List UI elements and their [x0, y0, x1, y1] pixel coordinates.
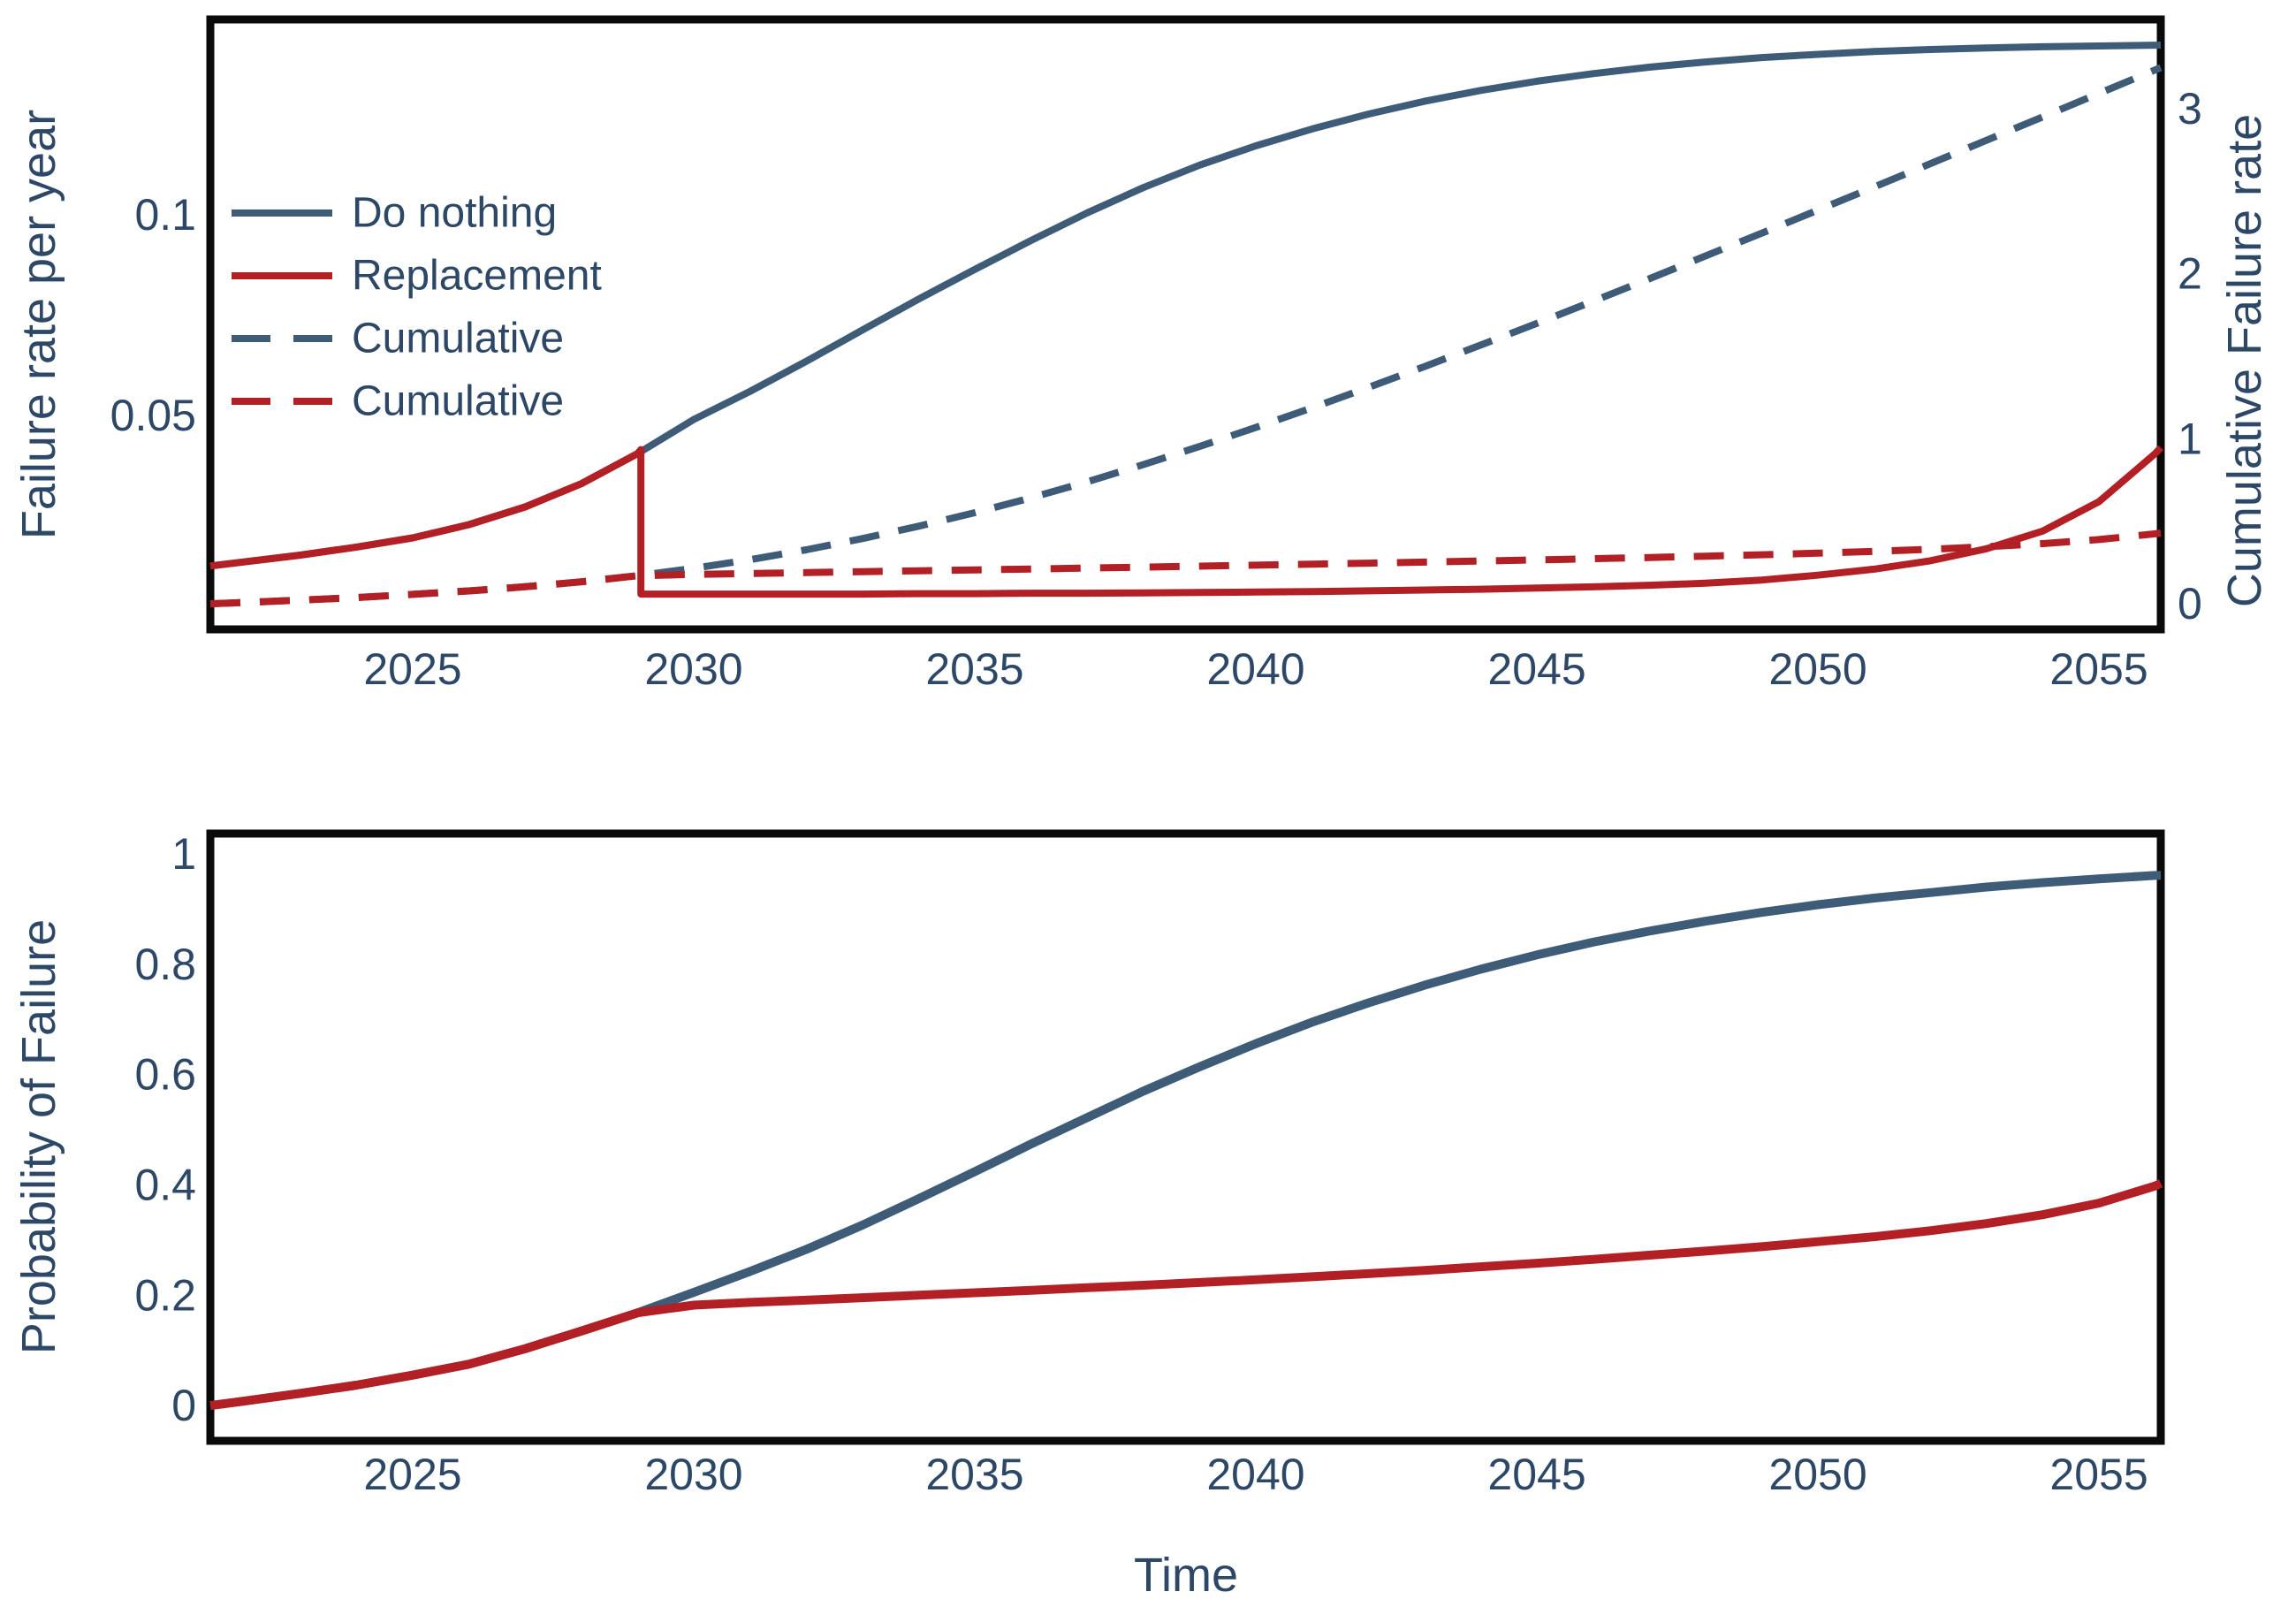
top-subplot: 2025 2030 2035 2040 2045 2050 2055 0.05 0.1 0 1 2…	[12, 15, 2271, 694]
top-series-group	[209, 42, 2163, 608]
y-tick-label: 0.2	[134, 1270, 196, 1320]
x-axis-title: Time	[1134, 1549, 1238, 1602]
x-tick-label: 2055	[2049, 644, 2148, 694]
legend-label-cumulative-do-nothing: Cumulative	[352, 316, 564, 362]
bottom-y-axis-title: Probability of Failure	[12, 919, 65, 1354]
y-tick-label: 0.05	[110, 391, 196, 440]
y-tick-label: 3	[2178, 84, 2202, 133]
x-tick-label: 2040	[1206, 1450, 1304, 1499]
x-tick-label: 2035	[925, 644, 1023, 694]
x-tick-label: 2025	[363, 644, 461, 694]
x-tick-label: 2050	[1768, 644, 1866, 694]
y-tick-label: 0	[171, 1381, 196, 1430]
y-tick-label: 0.1	[134, 190, 196, 240]
top-left-y-axis-title: Failure rate per year	[12, 110, 65, 539]
x-tick-label: 2050	[1768, 1450, 1866, 1499]
series-failure-rate-do-nothing	[209, 42, 2161, 570]
y-tick-label: 0.4	[134, 1160, 196, 1209]
legend-label-replacement: Replacement	[352, 253, 602, 300]
x-tick-label: 2030	[644, 1450, 742, 1499]
x-tick-label: 2045	[1487, 1450, 1585, 1499]
x-tick-label: 2035	[925, 1450, 1023, 1499]
legend-label-cumulative-replacement: Cumulative	[352, 378, 564, 425]
y-tick-label: 1	[2178, 414, 2202, 463]
x-tick-label: 2040	[1206, 644, 1304, 694]
top-x-tick-labels: 2025 2030 2035 2040 2045 2050 2055	[363, 644, 2148, 694]
x-tick-label: 2030	[644, 644, 742, 694]
y-tick-label: 0.6	[134, 1050, 196, 1100]
x-tick-label: 2025	[363, 1450, 461, 1499]
y-tick-label: 2	[2178, 249, 2202, 299]
x-tick-label: 2055	[2049, 1450, 2148, 1499]
series-prob-failure-do-nothing	[209, 871, 2161, 1411]
series-cumulative-replacement	[209, 529, 2162, 608]
y-tick-label: 1	[171, 829, 196, 879]
top-right-y-axis-title: Cumulative Failure rate	[2218, 114, 2271, 607]
y-tick-label: 0	[2178, 579, 2202, 628]
bottom-series-group	[209, 871, 2163, 1411]
top-left-tick-labels: 0.05 0.1	[110, 190, 196, 440]
y-tick-label: 0.8	[134, 940, 196, 989]
legend-label-do-nothing: Do nothing	[352, 190, 557, 237]
bottom-x-tick-labels: 2025 2030 2035 2040 2045 2050 2055	[363, 1450, 2148, 1499]
legend: Do nothing Replacement Cumulative Cumula…	[232, 190, 602, 425]
bottom-plot-frame	[206, 829, 2165, 1445]
x-tick-label: 2045	[1487, 644, 1585, 694]
bottom-subplot: 2025 2030 2035 2040 2045 2050 2055 00.20.40.60…	[12, 829, 2165, 1602]
top-right-tick-labels: 0 1 2 3	[2178, 84, 2202, 628]
bottom-left-tick-labels: 0 0.2 0.4 0.6 0.8 1	[134, 829, 196, 1430]
top-plot-frame	[206, 15, 2165, 634]
series-failure-rate-replacement	[209, 445, 2163, 598]
series-prob-failure-replacement	[209, 1179, 2163, 1411]
